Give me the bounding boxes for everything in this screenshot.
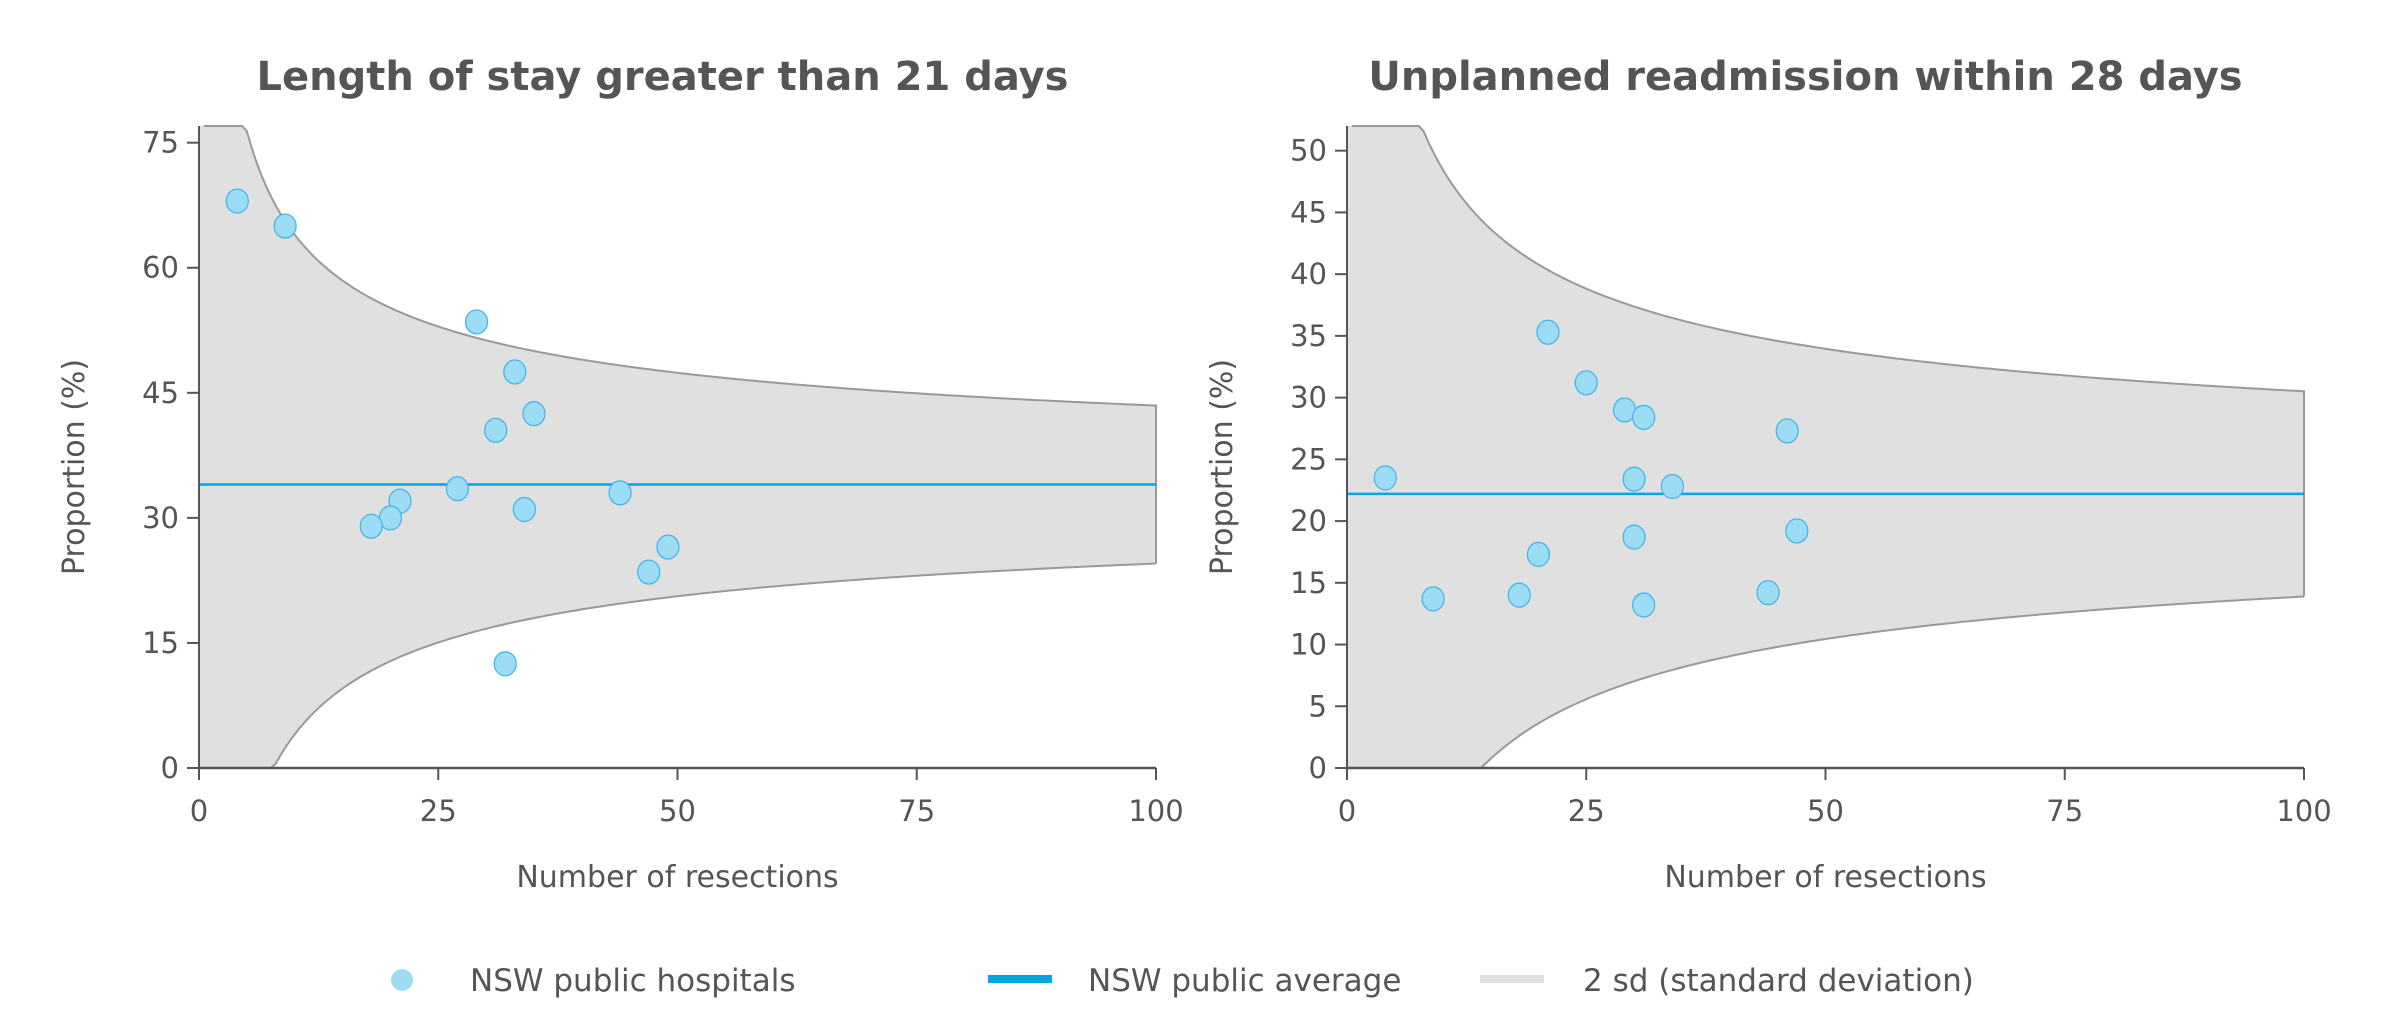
y-tick-label: 15: [142, 626, 179, 660]
x-tick-label: 25: [420, 794, 457, 828]
y-tick-label: 20: [1290, 504, 1327, 538]
upper-2sd-limit: [1351, 125, 2305, 597]
data-point: [484, 417, 508, 443]
legend-label-average: NSW public average: [1088, 963, 1401, 999]
chart-unplanned-readmission: 0 5 10 15 20 25 30 35 40 45 50 0 25 50 75 100 Unplanned …: [1205, 54, 2332, 895]
y-tick-label: 30: [1290, 381, 1327, 415]
x-tick-label: 0: [190, 794, 208, 828]
data-point: [656, 534, 680, 560]
y-tick-label: 0: [161, 751, 179, 785]
data-point: [1660, 473, 1684, 500]
legend-band-icon: [1480, 975, 1544, 983]
chart-title: Length of stay greater than 21 days: [257, 54, 1069, 100]
x-tick-label: 75: [898, 794, 935, 828]
data-point: [637, 559, 661, 585]
y-tick-label: 0: [1309, 751, 1327, 785]
data-point: [1785, 518, 1809, 544]
x-tick-label: 100: [2276, 794, 2331, 828]
data-point: [1526, 541, 1551, 568]
x-tick-label: 50: [659, 794, 696, 828]
data-point: [512, 496, 536, 523]
data-point: [1373, 465, 1397, 491]
x-tick-label: 50: [1807, 794, 1844, 828]
upper-2sd-limit: [203, 125, 1157, 564]
lower-2sd-limit: [199, 562, 1157, 769]
data-point: [493, 651, 517, 677]
y-tick-label: 75: [142, 126, 179, 160]
data-point: [608, 480, 632, 506]
x-tick-label: 0: [1338, 794, 1356, 828]
lower-2sd-limit: [1347, 595, 2305, 769]
data-point: [464, 309, 489, 335]
x-axis-label: Number of resections: [1664, 860, 1986, 895]
x-tick-label: 100: [1128, 794, 1183, 828]
sd-band: [1347, 126, 2304, 768]
data-point: [273, 213, 297, 239]
data-point: [1507, 582, 1531, 608]
data-point: [1622, 466, 1646, 492]
y-tick-label: 15: [1290, 566, 1327, 600]
y-tick-label: 5: [1309, 689, 1327, 723]
y-tick-label: 45: [1290, 195, 1327, 229]
data-point: [1536, 319, 1560, 345]
y-tick-label: 25: [1290, 442, 1327, 476]
y-axis-label: Proportion (%): [57, 359, 92, 575]
y-tick-label: 60: [142, 251, 179, 285]
data-point: [225, 188, 249, 214]
data-point: [1775, 418, 1799, 444]
y-tick-label: 10: [1290, 628, 1327, 662]
legend-marker-icon: [391, 969, 413, 991]
data-point: [1756, 580, 1780, 606]
data-point: [1574, 370, 1598, 396]
legend-line-icon: [988, 975, 1052, 983]
legend: NSW public hospitals NSW public average …: [391, 963, 1974, 999]
data-point: [359, 513, 383, 539]
data-point: [1421, 586, 1445, 612]
y-tick-label: 40: [1290, 257, 1327, 291]
chart-length-of-stay: 0 15 30 45 60 75 0 25 50 75 100 Length of stay grea…: [57, 54, 1184, 895]
y-tick-label: 30: [142, 501, 179, 535]
data-point: [522, 401, 546, 427]
y-tick-label: 45: [142, 376, 179, 410]
chart-title: Unplanned readmission within 28 days: [1368, 54, 2242, 100]
data-point: [1622, 524, 1646, 550]
data-point: [445, 476, 469, 502]
data-point: [1632, 592, 1656, 618]
y-tick-label: 50: [1290, 134, 1327, 168]
y-tick-label: 35: [1290, 319, 1327, 353]
x-tick-label: 75: [2046, 794, 2083, 828]
x-axis-label: Number of resections: [516, 860, 838, 895]
legend-label-hospitals: NSW public hospitals: [470, 963, 795, 999]
data-point: [1632, 404, 1656, 430]
legend-label-band: 2 sd (standard deviation): [1583, 963, 1974, 999]
y-axis-label: Proportion (%): [1205, 359, 1240, 575]
data-point: [503, 359, 527, 385]
sd-band: [199, 126, 1156, 768]
x-tick-label: 25: [1568, 794, 1605, 828]
